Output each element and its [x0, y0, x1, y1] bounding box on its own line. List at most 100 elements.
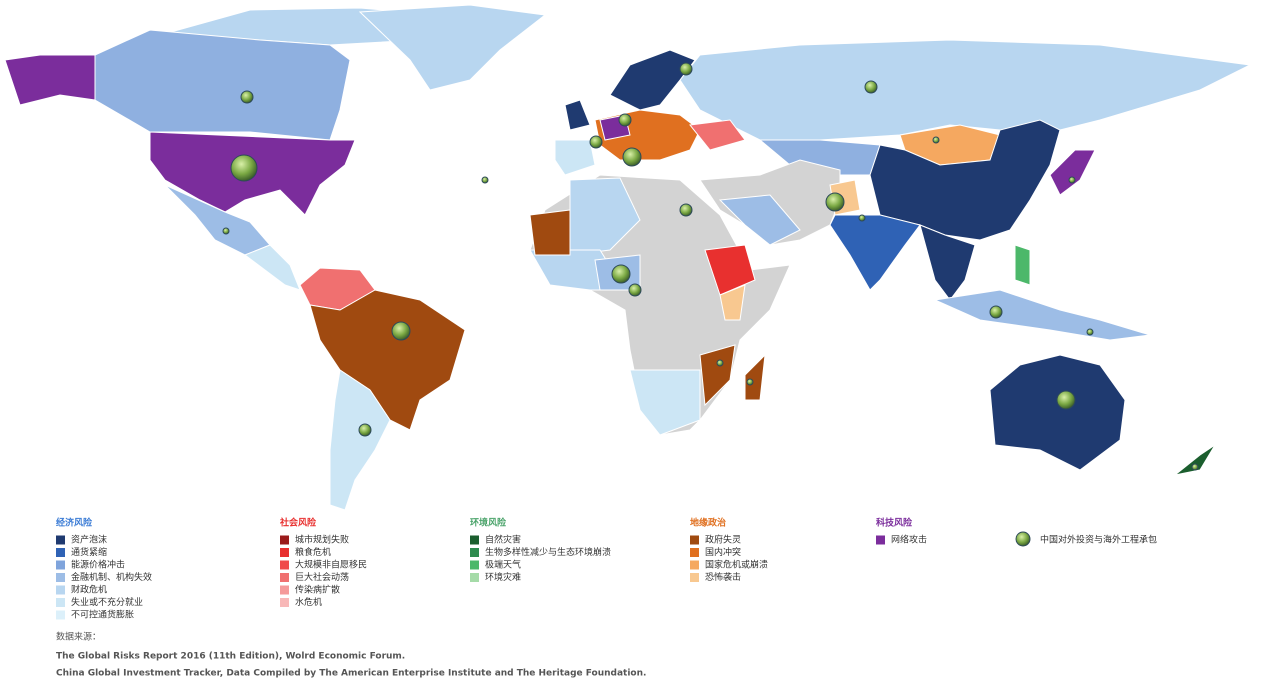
legend-label: 资产泡沫 — [71, 534, 107, 546]
legend-label: 通货紧缩 — [71, 546, 107, 558]
legend-swatch — [280, 573, 289, 582]
bubble — [679, 203, 693, 217]
legend-label: 政府失灵 — [705, 534, 741, 546]
legend-label: 城市规划失败 — [295, 534, 349, 546]
philippines — [1014, 244, 1031, 286]
bubble — [864, 80, 878, 94]
legend-swatch — [470, 548, 479, 557]
kenya — [719, 284, 746, 321]
legend-swatch — [470, 573, 479, 582]
bubble — [679, 62, 693, 76]
legend-swatch — [470, 535, 479, 545]
legend-label: 国内冲突 — [705, 546, 741, 558]
legend-label: 不可控通货膨胀 — [71, 609, 134, 621]
legend-swatch — [56, 610, 65, 620]
alaska — [4, 54, 96, 106]
legend-swatch — [56, 548, 65, 557]
southern-africa — [629, 369, 701, 436]
bubble — [622, 147, 642, 167]
iberia — [554, 139, 596, 176]
bubble — [240, 90, 254, 104]
legend-label: 环境灾难 — [485, 571, 521, 583]
bubble — [589, 135, 603, 149]
bubble — [1068, 176, 1076, 184]
bubble — [825, 192, 845, 212]
legend-label: 大规模非自愿移民 — [295, 559, 367, 571]
legend-group-title: 经济风险 — [56, 517, 93, 529]
legend-swatch — [56, 573, 65, 582]
legend-swatch — [690, 573, 699, 582]
legend-label: 恐怖袭击 — [705, 571, 741, 583]
source-line: The Global Risks Report 2016 (11th Editi… — [56, 652, 405, 662]
legend-swatch — [876, 535, 885, 545]
southeast-asia — [919, 224, 976, 301]
southern-cone — [329, 369, 391, 511]
brazil — [309, 289, 466, 431]
legend-swatch — [280, 560, 289, 570]
legend-swatch — [690, 548, 699, 557]
mozambique — [699, 344, 736, 407]
legend-swatch — [470, 560, 479, 570]
central-america — [243, 244, 301, 291]
legend-label: 生物多样性减少与生态环境崩溃 — [485, 546, 611, 558]
ukraine — [689, 119, 746, 151]
legend-bubble-label: 中国对外投资与海外工程承包 — [1040, 534, 1157, 546]
bubble — [1056, 390, 1076, 410]
madagascar — [744, 353, 766, 401]
arabia — [718, 194, 801, 246]
countries — [4, 4, 1252, 511]
legend-label: 自然灾害 — [485, 534, 521, 546]
bubble — [716, 359, 724, 367]
legend-label: 水危机 — [295, 596, 322, 608]
bubble — [1086, 328, 1094, 336]
legend-group-title: 科技风险 — [876, 517, 913, 529]
bubble — [746, 378, 754, 386]
bubble — [481, 176, 489, 184]
investment-bubbles — [222, 62, 1199, 471]
bubble — [932, 136, 940, 144]
bubble — [391, 321, 411, 341]
bubble — [628, 283, 642, 297]
legend-swatch — [56, 535, 65, 545]
bubble — [222, 227, 230, 235]
bubble — [858, 214, 866, 222]
legend-swatch — [280, 585, 289, 595]
ethiopia — [704, 244, 756, 296]
legend-label: 失业或不充分就业 — [71, 596, 143, 608]
mali — [529, 209, 571, 256]
source-line: China Global Investment Tracker, Data Co… — [56, 669, 646, 679]
legend-swatch — [280, 598, 289, 607]
new-zealand — [1174, 444, 1216, 476]
canada — [94, 29, 351, 141]
legend-swatch — [280, 548, 289, 557]
legend-label: 粮食危机 — [295, 546, 331, 558]
legend-label: 国家危机或崩溃 — [705, 559, 768, 571]
legend-swatch — [56, 585, 65, 595]
indonesia — [933, 289, 1151, 341]
russia — [679, 39, 1252, 141]
legend-group-title: 地缘政治 — [690, 517, 726, 529]
bubble — [1191, 463, 1199, 471]
greenland — [358, 4, 547, 91]
australia — [989, 354, 1126, 471]
legend-swatch — [690, 560, 699, 570]
legend-swatch — [56, 598, 65, 607]
legend-label: 能源价格冲击 — [71, 559, 125, 571]
bubble — [611, 264, 631, 284]
legend-group-title: 社会风险 — [279, 517, 317, 529]
legend-swatch — [690, 535, 699, 545]
legend-label: 金融机制、机构失效 — [71, 571, 152, 583]
legend-label: 极端天气 — [485, 559, 521, 571]
bubble — [989, 305, 1003, 319]
source-title: 数据来源： — [56, 631, 101, 643]
legend-bubble — [1015, 531, 1031, 547]
legend: 经济风险资产泡沫通货紧缩能源价格冲击金融机制、机构失效财政危机失业或不充分就业不… — [56, 517, 1157, 621]
legend-group-title: 环境风险 — [470, 517, 507, 529]
bubble — [230, 154, 258, 182]
india — [829, 214, 921, 291]
bubble — [618, 113, 632, 127]
legend-label: 传染病扩散 — [295, 584, 340, 596]
legend-label: 巨大社会动荡 — [295, 571, 349, 583]
